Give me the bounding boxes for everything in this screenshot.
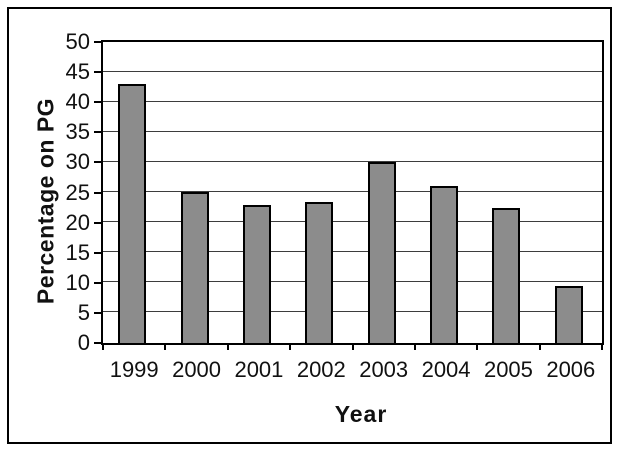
plot-area bbox=[101, 40, 604, 345]
y-tick-label: 20 bbox=[65, 209, 90, 235]
bar bbox=[180, 192, 209, 343]
gridline bbox=[103, 70, 602, 72]
x-tick-label: 2005 bbox=[483, 357, 533, 382]
x-axis-title: Year bbox=[334, 401, 388, 427]
y-tick-label: 10 bbox=[65, 269, 90, 295]
y-axis-tick bbox=[94, 71, 101, 74]
x-axis-tick bbox=[476, 343, 479, 350]
y-tick-label: 40 bbox=[65, 89, 90, 115]
bar bbox=[305, 202, 334, 343]
y-tick-label: 50 bbox=[65, 29, 90, 54]
x-axis-tick bbox=[102, 343, 104, 350]
gridline bbox=[103, 311, 602, 313]
x-tick-label: 2003 bbox=[359, 357, 409, 382]
x-axis-tick bbox=[289, 343, 292, 350]
y-tick-label: 0 bbox=[77, 330, 90, 355]
gridline bbox=[103, 251, 602, 253]
y-axis-tick bbox=[94, 281, 101, 284]
x-axis-tick bbox=[413, 343, 416, 350]
x-tick-label: 2004 bbox=[421, 357, 471, 382]
gridline bbox=[103, 130, 602, 132]
bar bbox=[554, 286, 583, 343]
gridline bbox=[103, 281, 602, 283]
bar bbox=[118, 84, 147, 343]
x-tick-label: 2000 bbox=[172, 357, 222, 382]
x-axis-tick bbox=[601, 343, 603, 350]
y-tick-label: 30 bbox=[65, 149, 90, 175]
gridline bbox=[103, 221, 602, 223]
y-axis-tick bbox=[94, 251, 101, 254]
y-tick-label: 5 bbox=[77, 299, 90, 325]
x-axis-tick bbox=[351, 343, 354, 350]
y-axis-tick bbox=[94, 161, 101, 164]
x-axis-tick bbox=[164, 343, 167, 350]
x-tick-label: 2002 bbox=[296, 357, 346, 382]
bar bbox=[430, 186, 459, 343]
bar bbox=[242, 205, 271, 343]
x-tick-label: 1999 bbox=[109, 357, 159, 382]
y-tick-label: 35 bbox=[65, 119, 90, 145]
y-axis-tick bbox=[94, 342, 101, 344]
x-axis-tick bbox=[538, 343, 541, 350]
x-axis-tick bbox=[226, 343, 229, 350]
gridline bbox=[103, 100, 602, 102]
x-tick-label: 2001 bbox=[234, 357, 284, 382]
y-axis-tick bbox=[94, 191, 101, 194]
y-tick-label: 25 bbox=[65, 179, 90, 205]
gridline bbox=[103, 191, 602, 192]
y-axis-tick bbox=[94, 311, 101, 314]
bar bbox=[367, 162, 396, 343]
y-axis-tick bbox=[94, 131, 101, 134]
y-axis-tick bbox=[94, 101, 101, 104]
y-tick-label: 15 bbox=[65, 239, 90, 265]
y-tick-label: 45 bbox=[65, 59, 90, 85]
gridline bbox=[103, 160, 602, 162]
bar bbox=[492, 208, 521, 343]
x-tick-label: 2006 bbox=[546, 357, 596, 382]
y-axis-tick bbox=[94, 41, 101, 43]
y-axis-tick bbox=[94, 221, 101, 224]
